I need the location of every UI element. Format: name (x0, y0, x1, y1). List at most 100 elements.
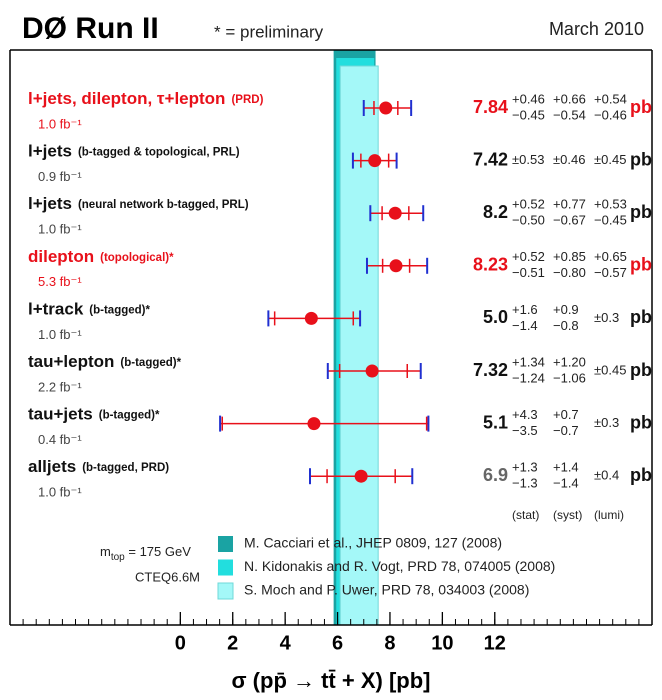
chart-subtitle: * = preliminary (214, 22, 324, 41)
pdf-label: CTEQ6.6M (135, 569, 200, 584)
error-label: −0.57 (594, 265, 627, 280)
error-label: ±0.53 (512, 152, 544, 167)
legend-label: N. Kidonakis and R. Vogt, PRD 78, 074005… (244, 558, 555, 574)
error-label: ±0.4 (594, 468, 619, 483)
x-tick-label: 8 (384, 632, 395, 654)
error-label: +0.53 (594, 197, 627, 212)
mass-subscript: top (111, 552, 125, 563)
measurement-point (388, 206, 402, 220)
x-tick-label: 4 (280, 632, 292, 654)
x-tick-label: 12 (484, 632, 506, 654)
measurement-note: (b-tagged)* (120, 357, 181, 369)
measurement-value: 5.1 (483, 412, 508, 432)
unit-label: pb (630, 465, 652, 485)
error-label: −1.06 (553, 370, 586, 385)
error-label: ±0.3 (594, 415, 619, 430)
error-label: −1.3 (512, 476, 538, 491)
measurement-name: l+track (28, 300, 84, 319)
measurement-lumi: 0.4 fb⁻¹ (38, 432, 82, 447)
unit-label: pb (630, 307, 652, 327)
unit-label: pb (630, 97, 652, 117)
error-label: +0.52 (512, 197, 545, 212)
legend-label: M. Cacciari et al., JHEP 0809, 127 (2008… (244, 535, 502, 551)
error-label: +0.77 (553, 197, 586, 212)
error-label: +1.4 (553, 460, 579, 475)
error-label: +0.85 (553, 249, 586, 264)
measurement-point (379, 101, 393, 115)
measurement-value: 7.32 (473, 360, 508, 380)
measurement-value: 7.84 (473, 97, 508, 117)
error-label: ±0.3 (594, 310, 619, 325)
measurement-value: 8.23 (473, 255, 508, 275)
x-tick-label: 6 (332, 632, 343, 654)
measurement-point (304, 311, 318, 325)
x-tick-label: 10 (431, 632, 453, 654)
measurement-point (389, 259, 403, 273)
mass-symbol: m (100, 544, 111, 559)
error-label: −1.4 (553, 476, 579, 491)
measurement-value: 5.0 (483, 307, 508, 327)
error-label: −0.8 (553, 318, 579, 333)
error-label: +0.7 (553, 407, 579, 422)
legend-label: S. Moch and P. Uwer, PRD 78, 034003 (200… (244, 582, 529, 598)
measurement-note: (PRD) (231, 94, 263, 106)
measurement-note: (b-tagged & topological, PRL) (78, 147, 240, 159)
measurement-note: (b-tagged, PRD) (82, 462, 169, 474)
measurement-title: alljets (b-tagged, PRD) (28, 458, 169, 477)
measurement-name: l+jets (28, 195, 72, 214)
error-label: −0.46 (594, 107, 627, 122)
measurement-title: l+jets (neural network b-tagged, PRL) (28, 195, 249, 214)
column-label: (syst) (553, 508, 582, 522)
measurement-lumi: 5.3 fb⁻¹ (38, 274, 82, 289)
measurement-name: l+jets, dilepton, τ+lepton (28, 89, 225, 108)
error-label: −0.67 (553, 213, 586, 228)
error-label: −0.54 (553, 107, 586, 122)
legend-swatch (217, 582, 234, 600)
measurement-note: (topological)* (100, 252, 174, 264)
error-label: +1.6 (512, 302, 538, 317)
legend-swatch (218, 536, 233, 552)
error-label: ±0.45 (594, 152, 626, 167)
measurement-title: l+jets, dilepton, τ+lepton (PRD) (28, 89, 264, 108)
error-label: +0.65 (594, 249, 627, 264)
measurement-lumi: 2.2 fb⁻¹ (38, 379, 82, 394)
mass-text: = 175 GeV (125, 544, 191, 559)
measurement-point (307, 417, 321, 431)
unit-label: pb (630, 149, 652, 169)
error-label: +4.3 (512, 407, 538, 422)
unit-label: pb (630, 360, 652, 380)
measurement-point (365, 364, 379, 378)
mass-label: mtop = 175 GeV (100, 544, 191, 562)
measurement-value: 8.2 (483, 202, 508, 222)
measurement-title: l+track (b-tagged)* (28, 300, 151, 319)
error-label: −3.5 (512, 423, 538, 438)
error-label: −0.51 (512, 265, 545, 280)
error-label: +0.54 (594, 91, 627, 106)
chart-date: March 2010 (549, 19, 644, 39)
measurement-name: tau+jets (28, 405, 93, 424)
measurement-title: tau+lepton (b-tagged)* (28, 352, 182, 371)
measurement-point (354, 469, 368, 483)
error-label: +1.20 (553, 354, 586, 369)
unit-label: pb (630, 255, 652, 275)
error-label: −0.80 (553, 265, 586, 280)
measurement-title: tau+jets (b-tagged)* (28, 405, 160, 424)
error-label: +0.46 (512, 91, 545, 106)
error-label: ±0.46 (553, 152, 585, 167)
measurement-note: (b-tagged)* (99, 410, 160, 422)
error-label: −0.45 (594, 213, 627, 228)
x-tick-label: 0 (175, 632, 186, 654)
measurement-lumi: 1.0 fb⁻¹ (38, 485, 82, 500)
measurement-lumi: 1.0 fb⁻¹ (38, 327, 82, 342)
x-axis-label: σ (pp̄ → tt̄ + X) [pb] (232, 668, 431, 693)
measurement-name: dilepton (28, 247, 94, 266)
unit-label: pb (630, 202, 652, 222)
measurement-point (368, 154, 382, 168)
column-label: (stat) (512, 508, 539, 522)
measurement-title: dilepton (topological)* (28, 247, 174, 266)
measurement-lumi: 1.0 fb⁻¹ (38, 222, 82, 237)
measurement-title: l+jets (b-tagged & topological, PRL) (28, 142, 240, 161)
measurement-value: 7.42 (473, 149, 508, 169)
error-label: +0.66 (553, 91, 586, 106)
